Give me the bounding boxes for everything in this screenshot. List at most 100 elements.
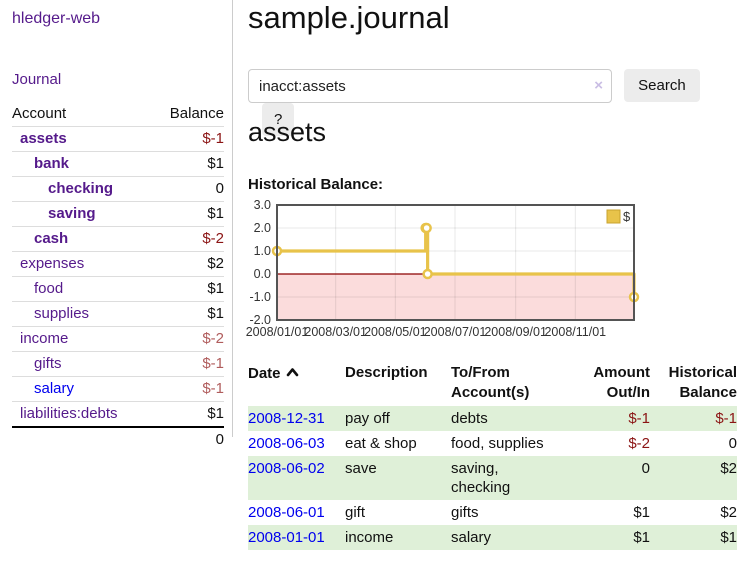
sidebar-item-journal[interactable]: Journal (12, 71, 62, 88)
register-date-link[interactable]: 2008-06-02 (248, 460, 325, 477)
account-link[interactable]: assets (20, 130, 67, 147)
accounts-header-balance: Balance (169, 105, 224, 122)
account-link[interactable]: supplies (34, 305, 90, 322)
register-description: income (345, 529, 394, 546)
historical-balance-chart: $3.0 2.0 1.0 0.0 -1.0 -2.02008/01/012008/03/0… (246, 199, 640, 339)
account-link[interactable]: income (20, 330, 69, 347)
clear-search-icon[interactable]: × (594, 77, 603, 94)
account-balance: $1 (207, 280, 224, 297)
register-date-link[interactable]: 2008-06-01 (248, 504, 325, 521)
register-accounts: saving, checking (451, 460, 511, 496)
sort-ascending-icon (286, 363, 299, 383)
account-heading: assets (248, 117, 327, 147)
account-balance: $-2 (202, 230, 224, 247)
account-row: food $1 (12, 276, 224, 302)
register-description: gift (345, 504, 366, 521)
register-accounts: food, supplies (451, 435, 544, 452)
chart-title: Historical Balance: (248, 176, 384, 193)
account-row: supplies $1 (12, 301, 224, 327)
register-description: save (345, 460, 377, 477)
account-row: bank $1 (12, 151, 224, 177)
svg-text:2008/05/01: 2008/05/01 (364, 325, 427, 339)
register-date-link[interactable]: 2008-01-01 (248, 529, 325, 546)
svg-text:$: $ (623, 209, 631, 224)
accounts-table: Account Balance assets $-1 bank $1 (12, 102, 224, 452)
account-row: liabilities:debts $1 (12, 401, 224, 428)
register-accounts: gifts (451, 504, 479, 521)
register-accounts: debts (451, 410, 488, 427)
account-link[interactable]: cash (34, 230, 69, 247)
register-amount: $-2 (628, 435, 650, 452)
account-link[interactable]: liabilities:debts (20, 405, 118, 422)
register-date-link[interactable]: 2008-06-03 (248, 435, 325, 452)
register-amount: 0 (641, 460, 650, 477)
account-row: saving $1 (12, 201, 224, 227)
account-row: assets $-1 (12, 126, 224, 152)
account-balance: $1 (207, 155, 224, 172)
svg-text:2.0: 2.0 (254, 221, 271, 235)
column-header-date[interactable]: Date (248, 360, 345, 406)
account-link[interactable]: gifts (34, 355, 62, 372)
search-input[interactable] (248, 69, 612, 103)
account-balance: $1 (207, 205, 224, 222)
page-title: sample.journal (248, 0, 450, 35)
account-link[interactable]: checking (48, 180, 114, 197)
brand-link[interactable]: hledger-web (12, 10, 101, 27)
column-header-description: Description (345, 364, 428, 381)
register-description: eat & shop (345, 435, 417, 452)
account-balance: $1 (207, 305, 224, 322)
account-balance: 0 (215, 180, 224, 197)
register-row: 2008-06-03 eat & shop food, supplies $-2… (248, 431, 737, 456)
svg-text:2008/03/01: 2008/03/01 (304, 325, 367, 339)
svg-text:2008/09/01: 2008/09/01 (484, 325, 547, 339)
accounts-header-row: Account Balance (12, 102, 224, 127)
column-header-amount: Amount Out/In (593, 364, 650, 401)
svg-text:1.0: 1.0 (254, 244, 271, 258)
account-row: checking 0 (12, 176, 224, 202)
register-balance: $-1 (715, 410, 737, 427)
account-balance: $-1 (202, 355, 224, 372)
svg-text:0.0: 0.0 (254, 267, 271, 281)
register-balance: $2 (720, 460, 737, 477)
svg-text:3.0: 3.0 (254, 199, 271, 212)
main-content: sample.journal × Search ? assets Histori… (246, 0, 737, 582)
account-link[interactable]: expenses (20, 255, 85, 272)
account-balance: $-1 (202, 130, 224, 147)
register-row: 2008-06-01 gift gifts $1 $2 (248, 500, 737, 525)
svg-text:2008/01/01: 2008/01/01 (246, 325, 309, 339)
account-link[interactable]: salary (34, 380, 75, 397)
account-row: salary $-1 (12, 376, 224, 402)
register-row: 2008-12-31 pay off debts $-1 $-1 (248, 406, 737, 431)
register-row: 2008-06-02 save saving, checking 0 $2 (248, 456, 737, 500)
register-header-row: Date Description To/From Account(s) Amou… (248, 360, 737, 406)
account-balance: $-1 (202, 380, 224, 397)
register-amount: $1 (633, 504, 650, 521)
help-button[interactable]: ? (262, 103, 295, 136)
account-link[interactable]: food (34, 280, 64, 297)
account-balance: $1 (207, 405, 224, 422)
account-link[interactable]: saving (48, 205, 96, 222)
account-row: expenses $2 (12, 251, 224, 277)
column-header-balance: Historical Balance (668, 364, 737, 401)
account-row: income $-2 (12, 326, 224, 352)
column-header-accounts: To/From Account(s) (451, 364, 530, 401)
register-date-link[interactable]: 2008-12-31 (248, 410, 325, 427)
account-link[interactable]: bank (34, 155, 70, 172)
search-button[interactable]: Search (624, 69, 700, 102)
svg-text:-2.0: -2.0 (249, 313, 271, 327)
register-amount: $-1 (628, 410, 650, 427)
register-balance: $1 (720, 529, 737, 546)
svg-text:2008/07/01: 2008/07/01 (424, 325, 487, 339)
account-balance: $2 (207, 255, 224, 272)
register-balance: 0 (728, 435, 737, 452)
accounts-total: 0 (215, 431, 224, 448)
account-balance: $-2 (202, 330, 224, 347)
accounts-total-row: 0 (12, 427, 224, 452)
search-form: × Search ? (248, 69, 737, 136)
register-row: 2008-01-01 income salary $1 $1 (248, 525, 737, 550)
register-amount: $1 (633, 529, 650, 546)
register-table: Date Description To/From Account(s) Amou… (248, 360, 737, 550)
account-row: gifts $-1 (12, 351, 224, 377)
svg-text:2008/11/01: 2008/11/01 (544, 325, 606, 339)
svg-text:-1.0: -1.0 (249, 290, 271, 304)
